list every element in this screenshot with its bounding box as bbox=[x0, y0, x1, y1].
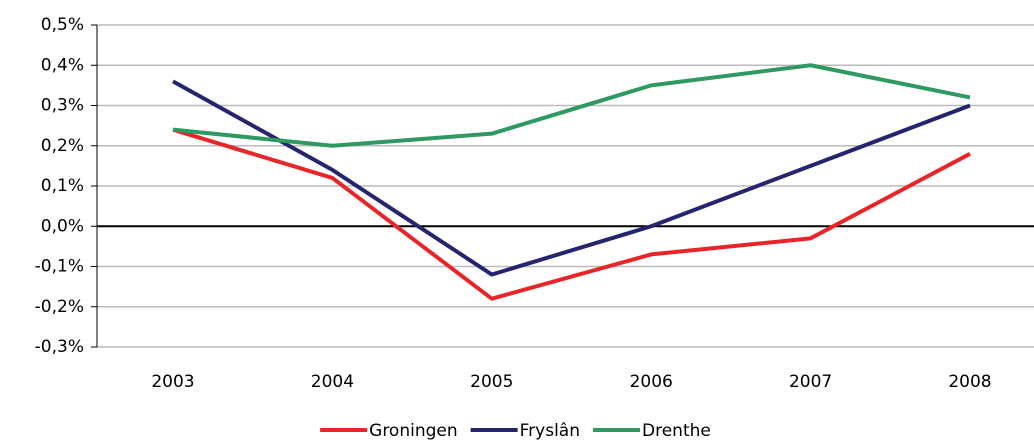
y-tick-label: 0,1% bbox=[41, 176, 84, 196]
y-tick-label: -0,2% bbox=[35, 297, 84, 317]
y-tick-label: -0,1% bbox=[35, 257, 84, 277]
y-tick-label: 0,0% bbox=[41, 216, 84, 236]
series-line bbox=[172, 63, 971, 148]
x-tick-label: 2005 bbox=[470, 372, 513, 392]
series-line bbox=[172, 127, 971, 301]
x-tick-label: 2008 bbox=[948, 372, 991, 392]
legend-label: Groningen bbox=[369, 421, 458, 441]
legend-label: Fryslân bbox=[520, 421, 580, 441]
x-tick-label: 2003 bbox=[151, 372, 194, 392]
series-line bbox=[172, 79, 971, 277]
x-tick-label: 2004 bbox=[311, 372, 354, 392]
y-tick-label: 0,2% bbox=[41, 136, 84, 156]
x-tick-label: 2006 bbox=[630, 372, 673, 392]
y-tick-label: 0,5% bbox=[41, 15, 84, 35]
x-tick-label: 2007 bbox=[789, 372, 832, 392]
y-tick-label: -0,3% bbox=[35, 337, 84, 357]
legend-label: Drenthe bbox=[642, 421, 711, 441]
y-tick-label: 0,4% bbox=[41, 55, 84, 75]
y-tick-label: 0,3% bbox=[41, 96, 84, 116]
